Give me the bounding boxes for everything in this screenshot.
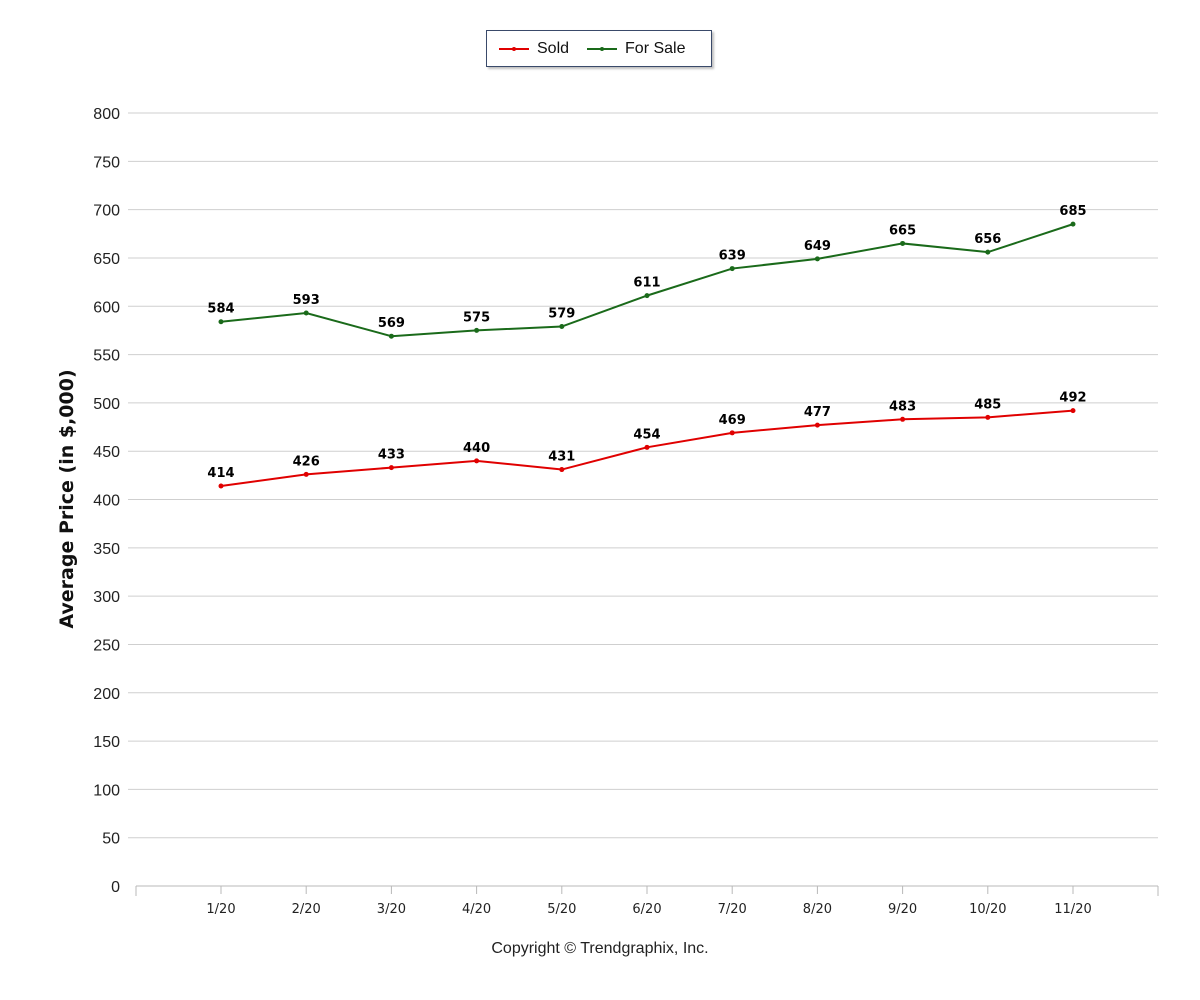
legend-swatch-for-sale	[587, 46, 618, 51]
y-tick-label: 550	[93, 348, 120, 365]
x-tick-label: 5/20	[547, 902, 576, 917]
y-tick-label: 800	[93, 106, 120, 123]
y-tick-label: 600	[93, 299, 120, 316]
data-label: 579	[548, 307, 575, 322]
data-label: 584	[207, 302, 234, 317]
y-tick-label: 350	[93, 541, 120, 558]
data-label: 492	[1059, 391, 1086, 406]
data-label: 593	[293, 293, 320, 308]
data-label: 656	[974, 232, 1001, 247]
legend-label-for-sale: For Sale	[625, 39, 686, 57]
x-tick-label: 8/20	[803, 902, 832, 917]
data-point	[474, 458, 480, 464]
data-label: 485	[974, 397, 1001, 412]
y-tick-label: 650	[93, 251, 120, 268]
data-label: 477	[804, 405, 831, 420]
data-label: 440	[463, 441, 490, 456]
data-point	[559, 467, 565, 473]
data-point	[388, 465, 394, 471]
data-point	[388, 333, 394, 339]
legend-label-sold: Sold	[537, 39, 570, 57]
x-tick-label: 7/20	[718, 902, 747, 917]
y-tick-label: 500	[93, 396, 120, 413]
data-point	[303, 310, 309, 316]
y-tick-label: 100	[93, 782, 120, 799]
data-point	[644, 293, 650, 299]
data-label: 611	[633, 276, 660, 291]
legend-item-for-sale[interactable]: For Sale	[587, 39, 686, 58]
data-label: 649	[804, 239, 831, 254]
y-tick-label: 750	[93, 154, 120, 171]
y-tick-label: 0	[111, 879, 120, 896]
data-label: 665	[889, 223, 916, 238]
data-point	[1070, 408, 1076, 414]
y-tick-label: 50	[102, 831, 120, 848]
data-label: 483	[889, 399, 916, 414]
x-tick-label: 1/20	[206, 902, 235, 917]
x-tick-label: 4/20	[462, 902, 491, 917]
data-point	[729, 266, 735, 272]
data-label: 431	[548, 450, 575, 465]
data-label: 575	[463, 310, 490, 325]
data-point	[900, 240, 906, 246]
x-tick-label: 6/20	[632, 902, 661, 917]
data-label: 639	[719, 249, 746, 264]
data-label: 433	[378, 448, 405, 463]
data-point	[814, 422, 820, 428]
data-label: 414	[207, 466, 234, 481]
data-point	[218, 319, 224, 325]
x-tick-label: 11/20	[1054, 902, 1091, 917]
data-label: 454	[633, 427, 660, 442]
data-label: 685	[1059, 204, 1086, 219]
x-tick-label: 2/20	[292, 902, 321, 917]
y-axis-label: Average Price (in $,000)	[56, 369, 78, 628]
data-point	[729, 430, 735, 436]
x-tick-label: 3/20	[377, 902, 406, 917]
data-point	[474, 327, 480, 333]
y-tick-label: 200	[93, 686, 120, 703]
data-point	[900, 416, 906, 422]
y-tick-label: 250	[93, 637, 120, 654]
copyright-text: Copyright © Trendgraphix, Inc.	[491, 940, 709, 957]
data-label: 569	[378, 316, 405, 331]
x-tick-label: 9/20	[888, 902, 917, 917]
y-tick-label: 400	[93, 493, 120, 510]
y-tick-label: 150	[93, 734, 120, 751]
data-point	[985, 249, 991, 255]
y-tick-label: 700	[93, 203, 120, 220]
x-tick-label: 10/20	[969, 902, 1006, 917]
data-point	[218, 483, 224, 489]
data-point	[985, 414, 991, 420]
data-point	[303, 471, 309, 477]
data-label: 469	[719, 413, 746, 428]
legend-swatch-sold	[499, 46, 529, 51]
data-point	[1070, 221, 1076, 227]
chart-legend: Sold For Sale	[486, 30, 712, 67]
data-point	[644, 444, 650, 450]
data-point	[814, 256, 820, 262]
data-label: 426	[293, 454, 320, 469]
y-tick-label: 450	[93, 444, 120, 461]
y-tick-label: 300	[93, 589, 120, 606]
legend-item-sold[interactable]: Sold	[499, 40, 569, 58]
data-point	[559, 324, 565, 330]
